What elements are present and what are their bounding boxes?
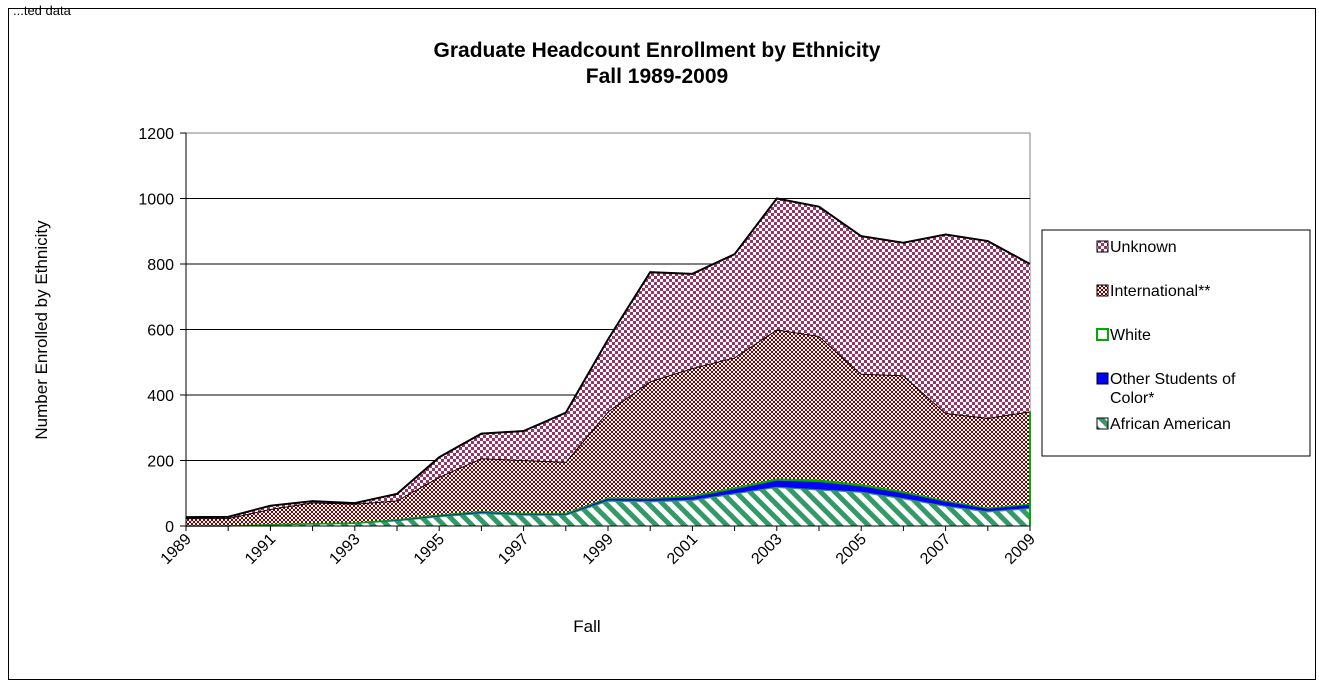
- y-tick-label-6: 1200: [138, 126, 174, 143]
- y-tick-label-2: 400: [147, 388, 174, 405]
- enrollment-area-chart: Graduate Headcount Enrollment by Ethnici…: [32, 39, 1311, 636]
- legend-swatch-4: [1096, 417, 1109, 430]
- legend-label-1: International**: [1110, 283, 1211, 300]
- x-tick-label-7: 2003: [748, 531, 785, 568]
- legend-label-3: Other Students of: [1110, 371, 1236, 388]
- corner-text: ...ted data: [13, 3, 71, 18]
- legend-item-1: International**: [1096, 283, 1211, 300]
- legend-label-0: Unknown: [1110, 239, 1177, 256]
- area-african-american: [186, 486, 1030, 526]
- legend-box: [1041, 229, 1311, 457]
- legend-swatch-3: [1096, 372, 1109, 385]
- y-tick-label-5: 1000: [138, 192, 174, 209]
- legend-item-4: African American: [1096, 416, 1231, 433]
- legend-swatch-2: [1096, 328, 1109, 341]
- x-tick-label-3: 1995: [411, 531, 448, 568]
- x-tick-label-5: 1999: [580, 531, 617, 568]
- legend-item-2: White: [1096, 327, 1151, 344]
- x-tick-label-9: 2007: [917, 531, 954, 568]
- chart-frame: ...ted data Graduate Headcount Enrollmen…: [8, 3, 1316, 680]
- x-tick-label-2: 1993: [326, 531, 363, 568]
- legend-label-3-line-1: Color*: [1110, 390, 1154, 407]
- x-tick-label-10: 2009: [1002, 531, 1039, 568]
- x-tick-label-6: 2001: [664, 531, 701, 568]
- x-tick-label-8: 2005: [833, 531, 870, 568]
- y-axis-title: Number Enrolled by Ethnicity: [32, 220, 51, 440]
- legend-label-2: White: [1110, 327, 1151, 344]
- stacked-areas: [185, 197, 1031, 527]
- area-unknown: [186, 198, 1030, 519]
- y-tick-label-1: 200: [147, 454, 174, 471]
- area-international: [186, 329, 1030, 526]
- y-tick-label-4: 800: [147, 257, 174, 274]
- y-tick-label-0: 0: [165, 519, 174, 536]
- x-tick-label-4: 1997: [495, 531, 532, 568]
- legend: Unknown International** White Other Student…: [1041, 229, 1311, 457]
- legend-item-3: Other Students of Color*: [1096, 371, 1236, 407]
- legend-swatch-0: [1096, 240, 1109, 253]
- chart-title-line-2: Fall 1989-2009: [586, 65, 728, 88]
- x-axis-ticks: 1989 1991 1993 1995 1997 1999 2001 2003 2005 2007…: [158, 526, 1039, 568]
- legend-item-0: Unknown: [1096, 239, 1177, 256]
- y-axis-ticks: 0 200 400 600 800 1000 1200: [138, 126, 186, 536]
- x-axis-title: Fall: [573, 617, 600, 636]
- line-unknown: [185, 197, 1031, 519]
- legend-label-4: African American: [1110, 416, 1231, 433]
- y-tick-label-3: 600: [147, 323, 174, 340]
- x-tick-label-0: 1989: [158, 531, 195, 568]
- x-tick-label-1: 1991: [242, 531, 279, 568]
- chart-title-line-1: Graduate Headcount Enrollment by Ethnici…: [434, 39, 881, 62]
- legend-swatch-1: [1096, 284, 1109, 297]
